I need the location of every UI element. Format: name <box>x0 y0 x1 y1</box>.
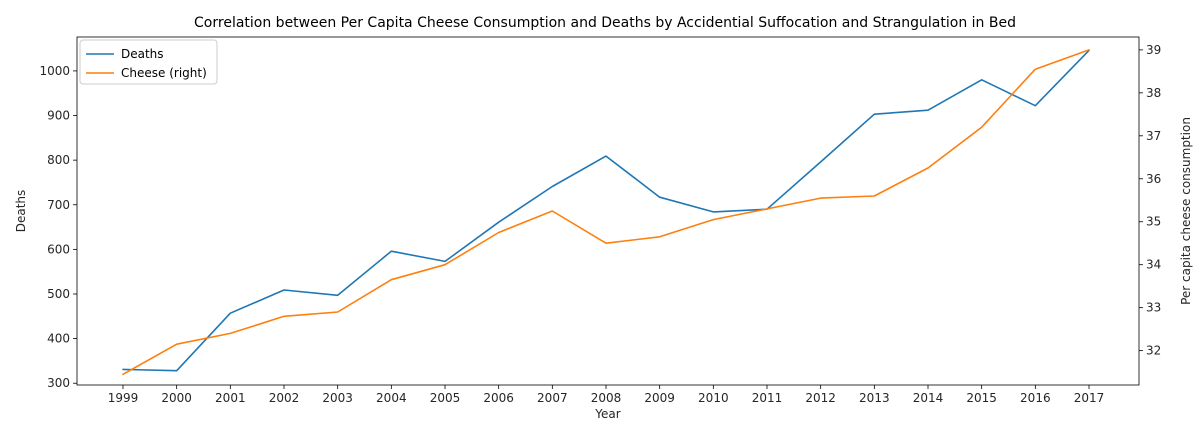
y-right-tick-label: 33 <box>1146 301 1161 315</box>
y-right-tick-label: 34 <box>1146 258 1161 272</box>
y-right-tick-label: 32 <box>1146 344 1161 358</box>
x-tick-label: 2006 <box>483 391 514 405</box>
plot-area <box>76 36 1140 386</box>
y-right-tick-label: 38 <box>1146 86 1161 100</box>
legend: Deaths Cheese (right) <box>79 39 218 85</box>
x-tick-label: 2012 <box>805 391 836 405</box>
x-tick-label: 2016 <box>1020 391 1051 405</box>
x-tick-label: 2002 <box>269 391 300 405</box>
y-tick-label: 800 <box>47 153 70 167</box>
y-tick-label: 700 <box>47 198 70 212</box>
legend-box <box>79 39 218 85</box>
legend-label-cheese: Cheese (right) <box>121 66 207 80</box>
x-tick-label: 2009 <box>644 391 675 405</box>
x-tick-label: 2013 <box>859 391 890 405</box>
x-tick-label: 2017 <box>1074 391 1105 405</box>
x-axis-label: Year <box>594 407 620 421</box>
x-tick-label: 2005 <box>430 391 461 405</box>
y-tick-label: 300 <box>47 376 70 390</box>
y-tick-label: 500 <box>47 287 70 301</box>
x-tick-label: 2007 <box>537 391 568 405</box>
x-tick-label: 2015 <box>966 391 997 405</box>
legend-label-deaths: Deaths <box>121 47 164 61</box>
y-right-tick-label: 36 <box>1146 172 1161 186</box>
x-tick-label: 2000 <box>161 391 192 405</box>
x-tick-label: 2008 <box>591 391 622 405</box>
y-axis-right-label: Per capita cheese consumption <box>1179 117 1193 305</box>
x-tick-label: 2010 <box>698 391 729 405</box>
y-right-tick-label: 37 <box>1146 129 1161 143</box>
y-tick-label: 1000 <box>39 64 70 78</box>
y-tick-label: 600 <box>47 242 70 256</box>
series-line-cheese-right <box>122 49 1090 376</box>
y-tick-label: 400 <box>47 332 70 346</box>
chart-title: Correlation between Per Capita Cheese Co… <box>194 15 1016 31</box>
x-tick-label: 2001 <box>215 391 246 405</box>
y-right-tick-label: 39 <box>1146 43 1161 57</box>
x-tick-label: 2011 <box>752 391 783 405</box>
series-line-deaths <box>122 49 1090 372</box>
y-right-tick-label: 35 <box>1146 215 1161 229</box>
y-axis-label: Deaths <box>14 190 28 233</box>
y-tick-label: 900 <box>47 109 70 123</box>
x-tick-label: 2004 <box>376 391 407 405</box>
x-tick-label: 2014 <box>913 391 944 405</box>
x-tick-label: 1999 <box>108 391 139 405</box>
x-tick-label: 2003 <box>322 391 353 405</box>
